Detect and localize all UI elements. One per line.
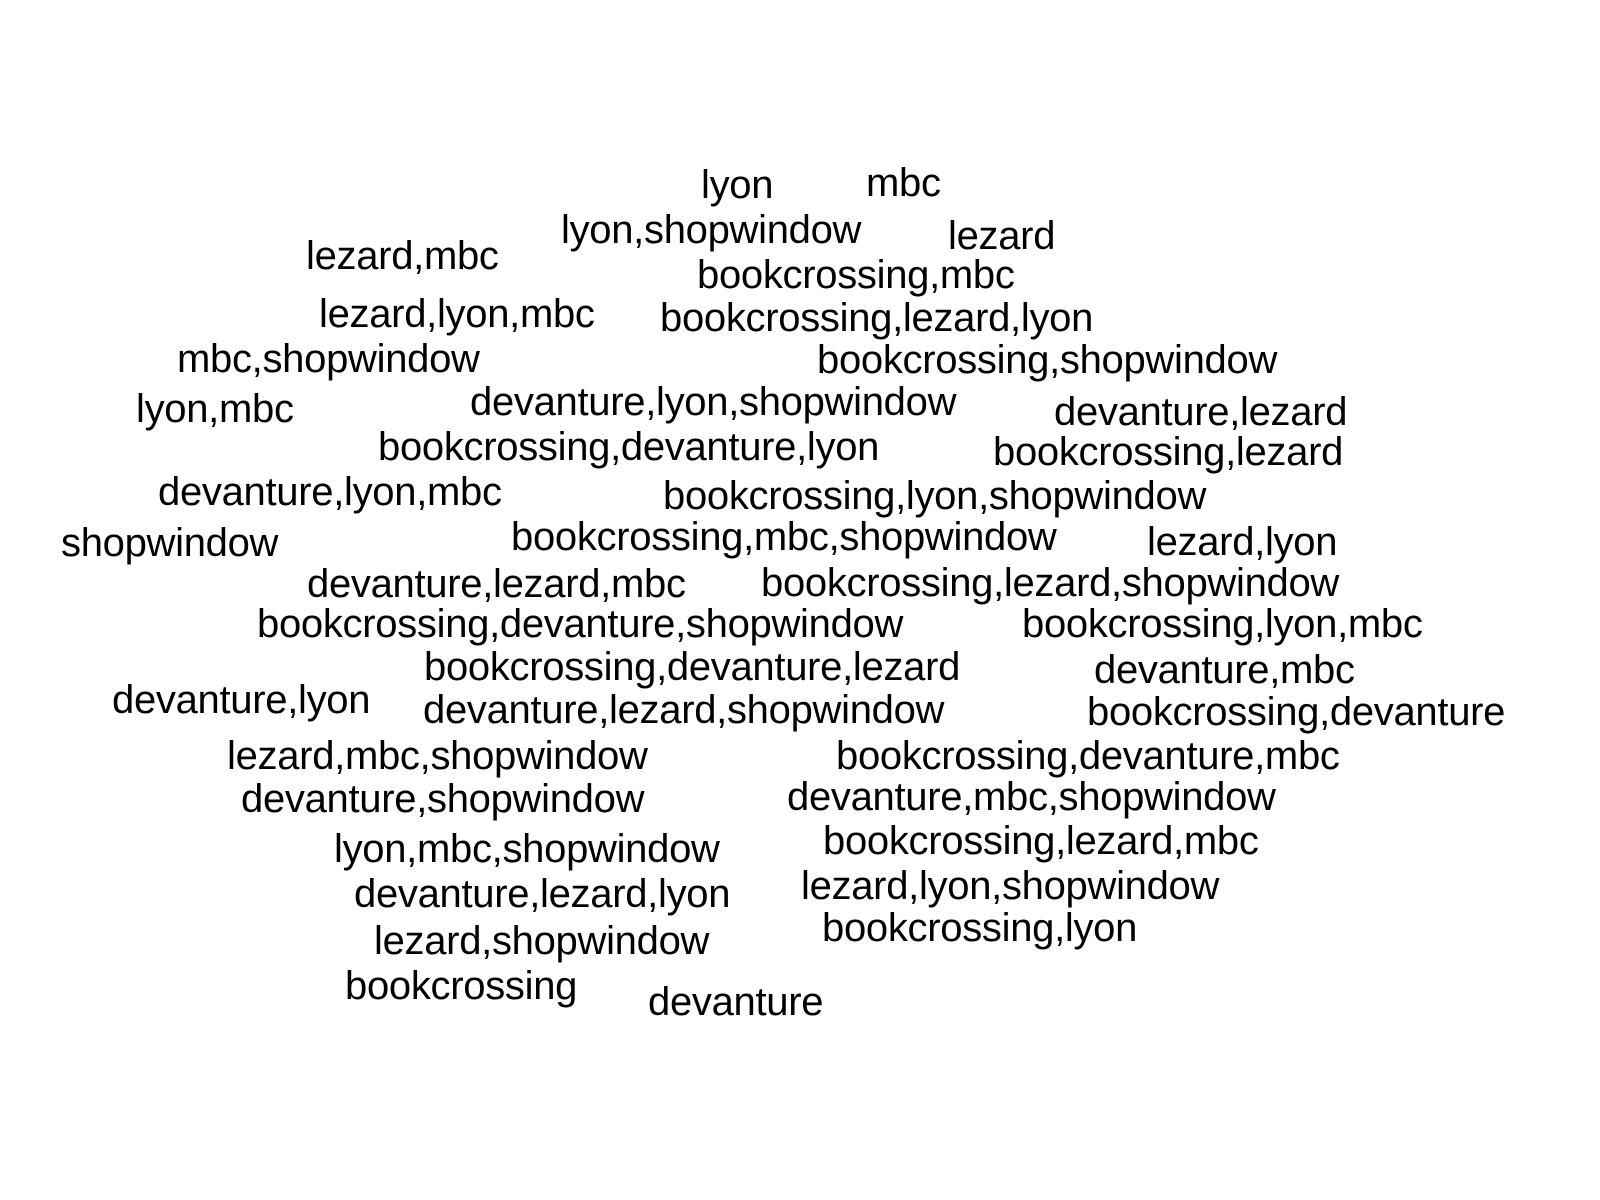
word-cloud-term: devanture,mbc,shopwindow [787, 775, 1276, 819]
word-cloud-term: lyon [701, 163, 774, 207]
word-cloud-term: bookcrossing,lyon,mbc [1022, 602, 1423, 646]
word-cloud-term: bookcrossing,lezard,shopwindow [761, 561, 1339, 605]
word-cloud-term: bookcrossing,mbc [697, 253, 1015, 297]
word-cloud-term: bookcrossing [345, 964, 578, 1008]
word-cloud-term: bookcrossing,lezard [993, 430, 1344, 474]
word-cloud-term: devanture,lyon,shopwindow [470, 380, 957, 424]
word-cloud-term: lyon,mbc,shopwindow [334, 827, 720, 871]
word-cloud-term: lezard,lyon [1147, 520, 1338, 564]
word-cloud-term: bookcrossing,lyon [822, 906, 1138, 950]
word-cloud-term: lyon,shopwindow [561, 208, 862, 252]
word-cloud-term: bookcrossing,shopwindow [817, 338, 1278, 382]
word-cloud-term: bookcrossing,devanture,lyon [378, 425, 880, 469]
word-cloud-term: devanture,lezard,mbc [307, 562, 686, 606]
word-cloud-term: shopwindow [61, 521, 279, 565]
word-cloud-term: bookcrossing,lyon,shopwindow [663, 474, 1207, 518]
word-cloud-term: bookcrossing,lezard,mbc [823, 819, 1259, 863]
word-cloud-term: devanture,lyon,mbc [158, 470, 502, 514]
word-cloud-term: lezard,mbc,shopwindow [227, 734, 648, 778]
word-cloud-term: bookcrossing,lezard,lyon [660, 296, 1094, 340]
word-cloud-term: mbc,shopwindow [177, 337, 480, 381]
word-cloud-term: bookcrossing,devanture,mbc [836, 734, 1340, 778]
word-cloud-term: bookcrossing,devanture,lezard [424, 645, 961, 689]
word-cloud-term: devanture [648, 980, 824, 1024]
word-cloud-term: lezard,lyon,mbc [319, 292, 595, 336]
word-cloud-term: devanture,shopwindow [241, 777, 645, 821]
word-cloud-term: devanture,lyon [112, 678, 371, 722]
word-cloud-term: devanture,lezard,lyon [354, 872, 731, 916]
word-cloud-term: lezard [948, 214, 1056, 258]
word-cloud-term: mbc [866, 161, 941, 205]
word-cloud-term: devanture,lezard [1054, 390, 1348, 434]
word-cloud-term: lezard,shopwindow [374, 919, 710, 963]
word-cloud-term: lezard,mbc [306, 234, 499, 278]
word-cloud-term: lezard,lyon,shopwindow [801, 864, 1220, 908]
word-cloud-term: bookcrossing,mbc,shopwindow [511, 515, 1057, 559]
word-cloud-term: devanture,lezard,shopwindow [423, 688, 945, 732]
word-cloud-term: bookcrossing,devanture,shopwindow [257, 602, 904, 646]
word-cloud-term: bookcrossing,devanture [1087, 690, 1506, 734]
word-cloud-term: lyon,mbc [136, 387, 294, 431]
word-cloud-term: devanture,mbc [1094, 648, 1355, 692]
